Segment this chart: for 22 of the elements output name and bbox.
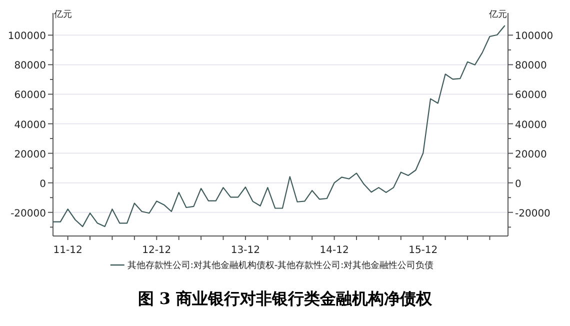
y-tick-label: 100000 (8, 31, 46, 42)
y-tick-label: 60000 (14, 90, 46, 102)
x-tick-label: 14-12 (320, 245, 349, 256)
x-tick-label: 15-12 (408, 245, 438, 256)
y-tick-label: 20000 (14, 149, 46, 160)
y2-tick-label: 100000 (515, 31, 554, 42)
y2-tick-label: 60000 (515, 90, 547, 102)
y-tick-label: 0 (40, 178, 46, 190)
y2-tick-label: 0 (515, 178, 522, 190)
y2-axis-title: 亿元 (488, 9, 507, 20)
x-tick-label: 12-12 (142, 245, 172, 256)
y2-tick-label: 20000 (515, 149, 547, 160)
y-tick-label: 80000 (14, 60, 46, 72)
y2-tick-label: 40000 (515, 120, 547, 131)
y2-tick-label: 80000 (515, 60, 547, 72)
x-tick-label: 11-12 (53, 245, 82, 256)
x-tick-label: 13-12 (230, 245, 260, 256)
y2-tick-label: -20000 (515, 208, 550, 220)
y-axis-title: 亿元 (53, 9, 72, 20)
y-tick-label: -20000 (10, 208, 46, 220)
text: 图 3 商业银行对非银行类金融机构净债权 (138, 289, 434, 308)
y-tick-label: 40000 (14, 120, 46, 131)
